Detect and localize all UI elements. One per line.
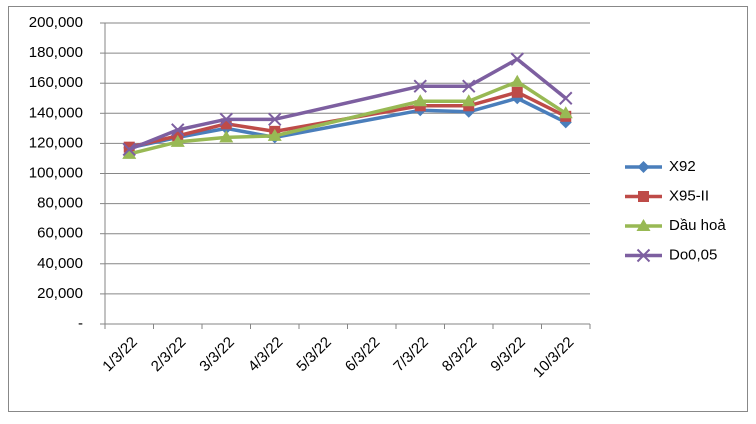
series-line [128, 57, 567, 152]
legend-label: Do0,05 [669, 246, 717, 263]
marker [219, 130, 234, 143]
y-tick-label: - [78, 315, 83, 332]
y-tick-label: 60,000 [37, 225, 83, 242]
marker [559, 91, 573, 105]
marker [413, 79, 427, 93]
marker [558, 106, 573, 119]
marker [219, 112, 233, 127]
marker [122, 146, 137, 159]
y-tick-label: 40,000 [37, 255, 83, 272]
chart-border [8, 6, 748, 412]
legend-marker [636, 248, 651, 263]
marker [122, 142, 136, 157]
marker [462, 79, 476, 93]
legend-marker [637, 161, 650, 173]
marker [413, 94, 428, 107]
gap-connector [274, 108, 421, 140]
marker [461, 94, 476, 107]
y-tick-label: 200,000 [29, 14, 83, 31]
legend-marker [636, 219, 651, 231]
y-tick-label: 100,000 [29, 164, 83, 181]
y-tick-label: 140,000 [29, 104, 83, 121]
y-tick-label: 160,000 [29, 74, 83, 91]
legend-label: X92 [669, 158, 696, 175]
y-tick-label: 20,000 [37, 285, 83, 302]
y-tick-label: 80,000 [37, 195, 83, 212]
marker [170, 134, 185, 147]
gap-connector [274, 99, 421, 138]
marker [510, 52, 524, 66]
marker [267, 128, 282, 141]
legend-label: X95-II [669, 187, 709, 204]
y-tick-label: 120,000 [29, 134, 83, 151]
marker [511, 86, 523, 98]
marker [268, 112, 282, 127]
series-line [128, 79, 567, 156]
legend-label: Dầu hoả [669, 217, 726, 234]
legend-marker [638, 191, 649, 202]
y-tick-label: 180,000 [29, 44, 83, 61]
gap-connector [274, 84, 421, 122]
marker [171, 123, 185, 137]
marker [220, 118, 232, 130]
marker [510, 74, 525, 87]
